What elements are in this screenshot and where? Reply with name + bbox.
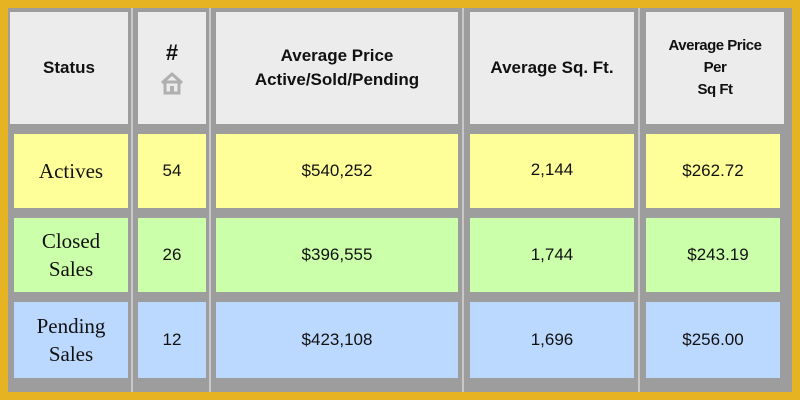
- table-row-status: Actives: [14, 134, 128, 208]
- table-row-count: 26: [138, 218, 206, 292]
- average-sqft-value: 1,696: [530, 330, 574, 349]
- status-label: Actives: [38, 159, 104, 183]
- count-value: 26: [162, 245, 182, 264]
- header-price-per-sqft-line2: Per: [703, 59, 727, 76]
- status-label-line2: Sales: [48, 342, 94, 366]
- header-price-per-sqft-line1: Average Price: [668, 37, 762, 54]
- average-sqft-value: 2,144: [530, 160, 574, 179]
- column-divider: [131, 8, 133, 392]
- average-price-value: $540,252: [301, 161, 373, 180]
- price-per-sqft-value: $243.19: [687, 245, 749, 264]
- table-row-average-sqft: 1,696: [470, 302, 634, 378]
- header-average-sqft-label: Average Sq. Ft.: [490, 58, 614, 77]
- table-row-average-price: $540,252: [216, 134, 458, 208]
- header-average-price-line1: Average Price: [280, 46, 394, 65]
- count-value: 54: [162, 161, 182, 180]
- header-status: Status: [10, 12, 128, 124]
- table-row-average-price: $396,555: [216, 218, 458, 292]
- table-row-count: 54: [138, 134, 206, 208]
- status-label-line2: Sales: [48, 257, 94, 281]
- header-price-per-sqft: Average Price Per Sq Ft: [646, 12, 784, 124]
- status-label-line1: Pending: [36, 314, 106, 338]
- column-divider: [462, 8, 464, 392]
- table-row-price-per-sqft: $243.19: [646, 218, 780, 292]
- table-row-average-sqft: 2,144: [470, 134, 634, 208]
- average-sqft-value: 1,744: [530, 245, 574, 264]
- price-per-sqft-value: $262.72: [682, 161, 744, 180]
- header-average-price-line2: Active/Sold/Pending: [254, 70, 420, 89]
- header-average-sqft: Average Sq. Ft.: [470, 12, 634, 124]
- average-price-value: $396,555: [301, 245, 373, 264]
- header-count-label: #: [165, 40, 179, 65]
- header-status-label: Status: [43, 58, 95, 77]
- header-average-price: Average Price Active/Sold/Pending: [216, 12, 458, 124]
- table-row-price-per-sqft: $262.72: [646, 134, 780, 208]
- average-price-value: $423,108: [301, 330, 373, 349]
- table-row-status: Closed Sales: [14, 218, 128, 292]
- count-value: 12: [162, 330, 182, 349]
- table-row-price-per-sqft: $256.00: [646, 302, 780, 378]
- column-divider: [638, 8, 640, 392]
- header-count: #: [138, 12, 206, 124]
- header-price-per-sqft-line3: Sq Ft: [697, 81, 733, 98]
- table-row-status: Pending Sales: [14, 302, 128, 378]
- table-row-average-sqft: 1,744: [470, 218, 634, 292]
- house-icon: [160, 72, 184, 95]
- table-row-count: 12: [138, 302, 206, 378]
- table-row-average-price: $423,108: [216, 302, 458, 378]
- status-label-line1: Closed: [41, 229, 101, 253]
- column-divider: [209, 8, 211, 392]
- price-per-sqft-value: $256.00: [682, 330, 744, 349]
